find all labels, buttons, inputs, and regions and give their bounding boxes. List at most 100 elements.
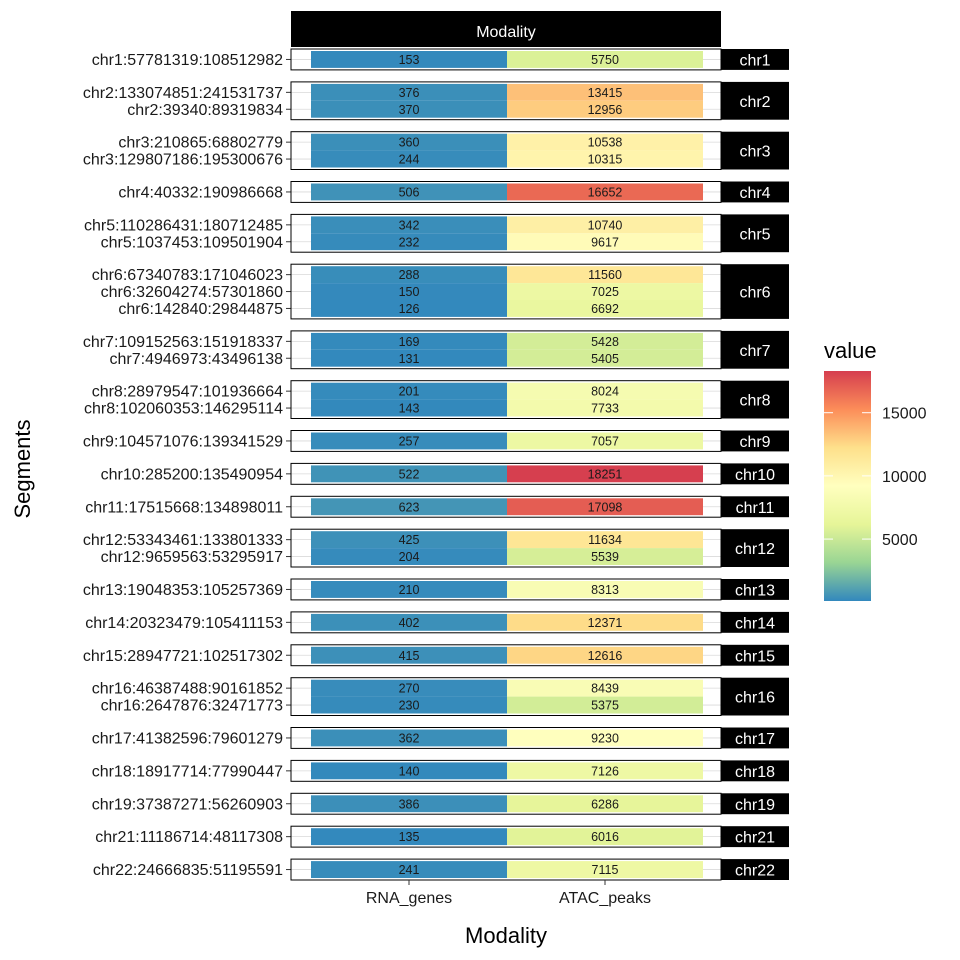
cell-value-label: 6286 [591,797,619,811]
segment-label: chr11:17515668:134898011 [85,499,283,516]
cell-value-label: 126 [399,302,420,316]
panel-chr17: 362 9230 chr17:41382596:79601279 chr17 [92,727,789,749]
segment-label: chr17:41382596:79601279 [92,730,283,747]
heatmap-cell [507,183,703,201]
x-tick-label: ATAC_peaks [559,890,651,907]
heatmap-cell [311,216,507,234]
strip-label-chr22: chr22 [735,863,775,880]
cell-value-label: 5405 [591,352,619,366]
strip-label-chr7: chr7 [739,343,770,360]
heatmap-cell [311,762,507,780]
segment-label: chr13:19048353:105257369 [83,582,283,599]
segment-label: chr2:39340:89319834 [127,102,283,119]
strip-label-chr21: chr21 [735,830,775,847]
segment-label: chr16:2647876:32471773 [101,698,283,715]
cell-value-label: 12616 [588,649,623,663]
cell-value-label: 201 [399,385,420,399]
segment-label: chr6:142840:29844875 [118,301,283,318]
panel-chr10: 522 18251 chr10:285200:135490954 chr10 [101,462,789,485]
heatmap-cell [507,233,703,251]
panel-chr16: 270 8439 chr16:46387488:90161852 230 5375 chr… [92,677,789,717]
heatmap-cell [507,613,703,631]
heatmap-cell [507,861,703,878]
cell-value-label: 131 [399,352,420,366]
strip-label-chr1: chr1 [739,52,770,69]
heatmap-cell [507,729,703,747]
cell-value-label: 362 [399,731,420,745]
cell-value-label: 9230 [591,731,619,745]
heatmap-cell [507,133,703,151]
cell-value-label: 402 [399,616,420,630]
cell-value-label: 506 [399,185,420,199]
heatmap-cell [507,531,703,549]
panel-chr5: 342 10740 chr5:110286431:180712485 232 9617 c… [84,213,789,253]
strip-label-chr8: chr8 [739,393,770,410]
heatmap-cell [507,696,703,714]
heatmap-cell [311,613,507,631]
heatmap-cell [507,795,703,813]
cell-value-label: 7057 [591,434,619,448]
heatmap-cell [311,150,507,168]
cell-value-label: 150 [399,285,420,299]
heatmap-cell [507,548,703,565]
heatmap-cell [311,795,507,813]
segment-label: chr9:104571076:139341529 [83,433,283,450]
heatmap-cell [311,729,507,747]
top-strip-background [291,11,721,47]
segment-label: chr7:109152563:151918337 [83,334,283,351]
cell-value-label: 10315 [588,153,623,167]
segment-label: chr2:133074851:241531737 [83,85,283,102]
strip-label-chr18: chr18 [735,764,775,781]
strip-background [721,793,789,815]
cell-value-label: 5428 [591,335,619,349]
panel-chr22: 241 7115 chr22:24666835:51195591 chr22 [93,858,789,881]
strip-background [721,579,789,600]
cell-value-label: 13415 [588,86,623,100]
segment-label: chr6:67340783:171046023 [92,267,283,284]
strip-label-chr12: chr12 [735,541,775,558]
strip-label-chr2: chr2 [739,94,770,111]
panel-chr6: 288 11560 chr6:67340783:171046023 150 7025 ch… [92,263,789,320]
cell-value-label: 210 [399,583,420,597]
heatmap-cell [311,696,507,714]
heatmap-cell [311,233,507,251]
panel-chr4: 506 16652 chr4:40332:190986668 chr4 [118,181,789,203]
heatmap-cell [507,679,703,697]
cell-value-label: 12371 [588,616,623,630]
strip-label-chr11: chr11 [736,500,775,517]
strip-label-chr13: chr13 [735,582,775,599]
cell-value-label: 5375 [591,699,619,713]
segment-label: chr3:210865:68802779 [118,135,283,152]
panel-chr21: 135 6016 chr21:11186714:48117308 chr21 [95,825,789,848]
legend-tick-label: 5000 [882,532,918,549]
panels: 153 5750 chr1:57781319:108512982 chr1 376 134… [83,48,789,881]
strip-background [721,81,789,120]
heatmap-cell [311,100,507,118]
segment-label: chr10:285200:135490954 [101,466,283,483]
strip-background [721,181,789,203]
segment-label: chr5:110286431:180712485 [84,217,283,234]
strip-background [721,727,789,749]
top-strip-label: Modality [476,24,536,41]
strip-background [721,859,789,880]
strip-background [721,264,789,319]
cell-value-label: 257 [399,434,420,448]
segment-label: chr15:28947721:102517302 [83,648,283,665]
panel-chr12: 425 11634 chr12:53343461:133801333 204 5539 c… [83,528,789,568]
cell-value-label: 5539 [591,550,619,564]
cell-value-label: 8024 [591,385,619,399]
heatmap-cell [311,332,507,350]
segment-label: chr19:37387271:56260903 [92,796,283,813]
heatmap-cell [311,679,507,697]
segment-label: chr12:9659563:53295917 [101,549,283,566]
cell-value-label: 270 [399,682,420,696]
cell-value-label: 140 [399,764,420,778]
panel-chr8: 201 8024 chr8:28979547:101936664 143 7733 chr… [84,380,789,420]
cell-value-label: 6692 [591,302,619,316]
heatmap-cell [507,83,703,101]
x-axis: RNA_genes ATAC_peaks [366,880,651,907]
y-axis-title: Segments [10,419,35,518]
strip-label-chr10: chr10 [735,467,775,484]
strip-background [721,826,789,848]
cell-value-label: 169 [399,335,420,349]
